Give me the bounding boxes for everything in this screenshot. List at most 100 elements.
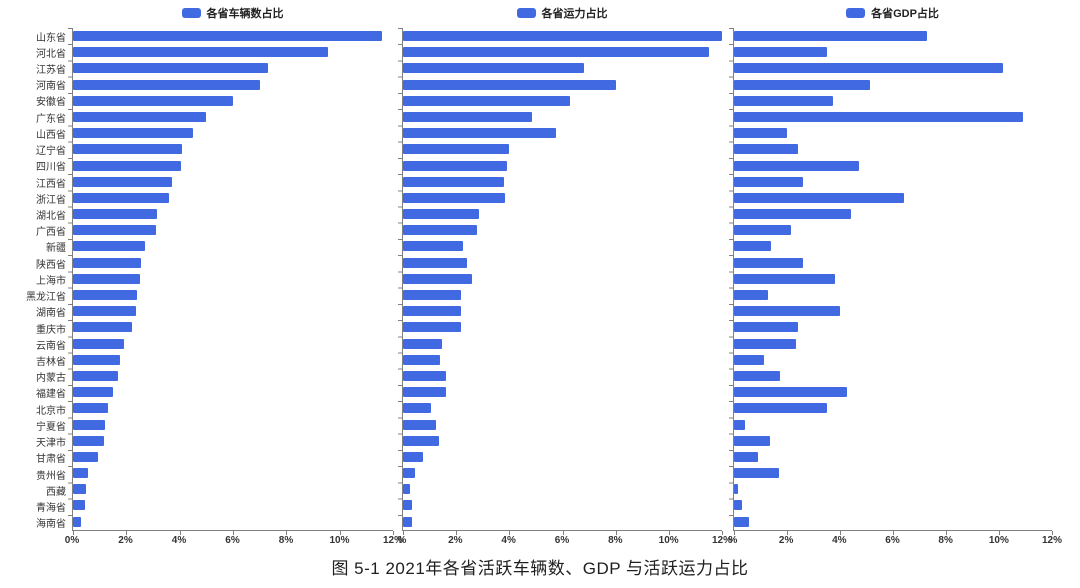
x-axis-tick [668,531,670,535]
bar-row [734,222,1052,238]
bar [734,225,791,236]
bar [403,257,467,268]
bar-row [73,60,393,76]
x-axis-tick [286,531,288,535]
x-tick-label: 2% [778,535,794,546]
bar [73,435,104,446]
bar [403,63,584,74]
bar [73,403,108,414]
x-axis-tick [233,531,234,535]
bar [734,144,798,155]
bar-row [403,158,722,174]
y-axis-labels: 山东省 河北省 江苏省 河南省 安徽省 广东省 山西省 辽宁省 四川省 江西省 浙江省 湖北省 广西省新… [0,28,66,531]
bar [734,500,742,511]
bar [734,484,738,495]
legend-label: 各省运力占比 [541,8,608,20]
y-axis-ticks [729,28,733,530]
bar-row [403,497,722,513]
bar-row [403,60,722,76]
bar-row [734,238,1052,254]
bar-row [73,287,393,303]
bar-row [403,400,722,416]
bar-row [403,319,722,335]
bar-row [403,77,722,93]
province-label: 吉林省 [36,356,66,368]
province-label: 云南省 [36,340,66,352]
bar-row [403,417,722,433]
bar-row [73,158,393,174]
bar-row [73,174,393,190]
province-label: 新疆 [46,243,66,255]
plot-area [729,28,1053,535]
province-label: 四川省 [36,162,66,174]
bar-row [403,481,722,497]
bar [73,468,88,479]
bar [403,516,413,527]
bar-row [73,400,393,416]
bar-row [734,125,1052,141]
x-tick-label: 0% [64,535,80,546]
x-axis-tick [339,531,341,535]
x-tick-label: 6% [885,535,900,546]
bar-row [73,222,393,238]
x-tick-label: % [728,535,738,546]
bar [73,419,105,430]
bar [403,468,415,479]
bar-row [403,190,722,206]
legend-label: 各省车辆数占比 [206,8,284,20]
x-axis-tick [893,531,894,535]
bar [403,419,437,430]
bar-row [73,336,393,352]
x-axis-tick [393,531,394,535]
bar [403,225,478,236]
bar-row [73,433,393,449]
bar-row [73,465,393,481]
bar [734,47,827,58]
chart-capacity-share-panel: 各省运力占比 % 2% 4% 6% 8% 10% 12% [398,0,732,560]
bar [73,322,132,333]
bar [403,209,479,220]
bar [73,354,120,365]
bar [403,484,410,495]
bar-row [403,449,722,465]
bar [73,209,157,220]
bar-row [73,238,393,254]
bar [734,257,803,268]
bar-row [73,141,393,157]
bar-row [734,352,1052,368]
province-label: 安徽省 [36,97,66,109]
bar [403,31,722,41]
x-axis-tick [840,531,841,535]
x-axis-tick [509,531,511,535]
bar-row [73,77,393,93]
province-label: 广西省 [36,227,66,239]
figure-caption: 图 5-1 2021年各省活跃车辆数、GDP 与活跃运力占比 [331,559,749,578]
bar-row [403,287,722,303]
bar-row [403,384,722,400]
bar-row [734,303,1052,319]
province-label: 山东省 [36,32,66,44]
x-tick-label: 10% [988,535,1009,546]
bar [403,273,473,284]
province-label: 宁夏省 [36,421,66,433]
bar [73,63,268,74]
bar [73,31,383,41]
bar [734,31,928,41]
bar-row [734,514,1052,530]
bar-row [403,174,722,190]
bar [73,290,137,300]
bar [403,306,462,317]
x-tick-label: 8% [608,535,623,546]
bar [403,111,532,122]
x-tick-label: 6% [554,535,570,546]
bar [734,209,851,220]
bar [403,176,505,187]
x-axis-tick [734,531,735,535]
bar [734,435,770,446]
bar-row [73,255,393,271]
bar-row [734,28,1052,44]
bar [73,484,87,495]
x-tick-label: 2% [118,535,133,546]
x-tick-label: % [397,535,407,546]
bar [403,128,556,139]
